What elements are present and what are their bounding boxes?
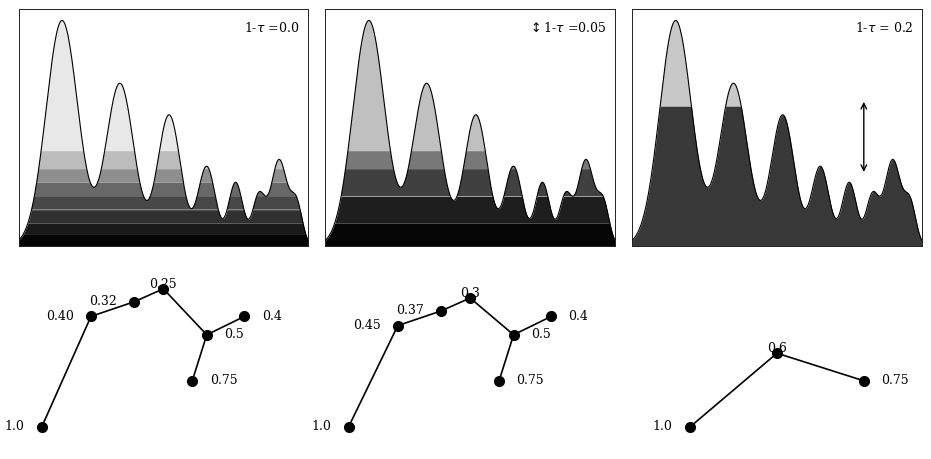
Text: 0.6: 0.6 <box>767 342 787 355</box>
Text: 0.37: 0.37 <box>396 304 424 317</box>
Text: 1.0: 1.0 <box>5 420 24 433</box>
Text: 0.5: 0.5 <box>224 328 244 341</box>
Text: 1.0: 1.0 <box>311 420 331 433</box>
Text: 0.4: 0.4 <box>262 310 282 323</box>
Text: 0.4: 0.4 <box>569 310 588 323</box>
Text: 1-$\tau$ = 0.2: 1-$\tau$ = 0.2 <box>855 21 913 35</box>
Text: 0.75: 0.75 <box>209 375 237 387</box>
Text: 0.25: 0.25 <box>150 278 177 291</box>
Text: 1.0: 1.0 <box>653 420 673 433</box>
Text: 0.75: 0.75 <box>517 375 544 387</box>
Text: 0.5: 0.5 <box>531 328 551 341</box>
Text: 0.32: 0.32 <box>89 295 117 308</box>
Text: 1-$\tau$ =0.0: 1-$\tau$ =0.0 <box>244 21 300 35</box>
Text: 0.45: 0.45 <box>353 319 381 332</box>
Text: $\updownarrow$1-$\tau$ =0.05: $\updownarrow$1-$\tau$ =0.05 <box>528 21 606 35</box>
Text: 0.40: 0.40 <box>46 310 74 323</box>
Text: 0.75: 0.75 <box>881 375 909 387</box>
Text: 0.3: 0.3 <box>460 287 480 300</box>
